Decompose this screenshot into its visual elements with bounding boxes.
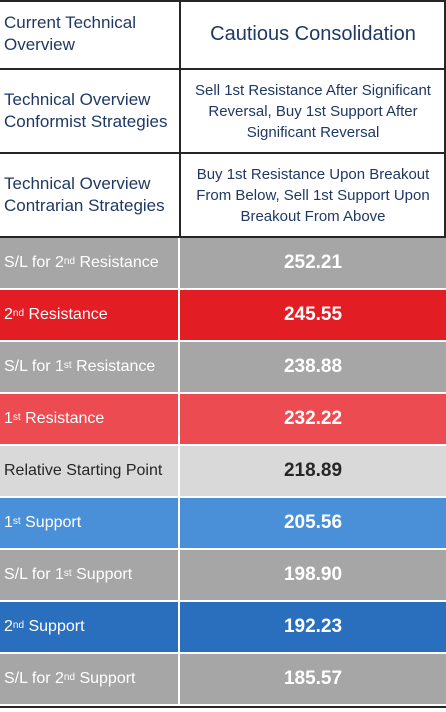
level-label-ordinal: nd: [63, 255, 76, 267]
conformist-row: Technical Overview Conformist Strategies…: [0, 70, 446, 152]
level-value: 232.22: [283, 408, 343, 429]
level-value: 198.90: [283, 564, 343, 585]
level-value: 252.21: [283, 252, 343, 273]
bottom-border: [0, 706, 446, 708]
level-label-ordinal: nd: [12, 307, 25, 319]
level-label-text: S/L for 2: [4, 669, 64, 687]
level-label-suffix: Support: [24, 617, 85, 635]
level-label-ordinal: st: [63, 359, 72, 371]
column-divider: [179, 0, 181, 236]
level-value: 205.56: [283, 512, 343, 533]
level-label-ordinal: nd: [63, 671, 76, 683]
contrarian-row: Technical Overview Contrarian Strategies…: [0, 154, 446, 236]
level-label-ordinal: st: [12, 411, 21, 423]
overview-label: Current Technical Overview: [4, 12, 136, 54]
level-label-text: S/L for 1: [4, 565, 64, 583]
divider-line: [0, 236, 446, 238]
level-label-text: Relative Starting Point: [4, 461, 163, 479]
level-label-ordinal: st: [63, 567, 72, 579]
level-label-text: S/L for 2: [4, 253, 64, 271]
level-row: Relative Starting Point 218.89: [0, 446, 446, 496]
level-label-suffix: Resistance: [24, 305, 108, 323]
divider-line: [0, 68, 446, 70]
level-label-suffix: Resistance: [75, 253, 159, 271]
level-label-suffix: Resistance: [71, 357, 156, 375]
level-value: 192.23: [283, 616, 343, 637]
divider-line: [0, 152, 446, 154]
level-value: 238.88: [283, 356, 343, 377]
contrarian-label: Technical Overview Contrarian Strategies: [4, 173, 165, 215]
contrarian-value: Buy 1st Resistance Upon Breakout From Be…: [196, 165, 430, 225]
overview-value: Cautious Consolidation: [210, 22, 416, 45]
level-label-text: 1: [4, 409, 13, 427]
level-value: 185.57: [283, 668, 343, 689]
level-label-suffix: Support: [75, 669, 136, 687]
top-border: [0, 0, 446, 2]
conformist-value: Sell 1st Resistance After Significant Re…: [195, 81, 431, 141]
level-label-ordinal: st: [12, 515, 21, 527]
overview-row: Current Technical Overview Cautious Cons…: [0, 0, 446, 68]
level-label-text: 2: [4, 305, 13, 323]
level-label-text: S/L for 1: [4, 357, 64, 375]
level-label-suffix: Support: [20, 513, 82, 531]
level-value: 218.89: [283, 460, 343, 481]
level-label-suffix: Support: [71, 565, 133, 583]
conformist-label: Technical Overview Conformist Strategies: [4, 89, 168, 131]
level-label-text: 2: [4, 617, 13, 635]
level-label: Relative Starting Point: [0, 446, 180, 496]
level-label-text: 1: [4, 513, 13, 531]
level-label-suffix: Resistance: [20, 409, 105, 427]
level-label-ordinal: nd: [12, 619, 25, 631]
right-border: [444, 0, 446, 236]
level-value: 245.55: [283, 304, 343, 325]
